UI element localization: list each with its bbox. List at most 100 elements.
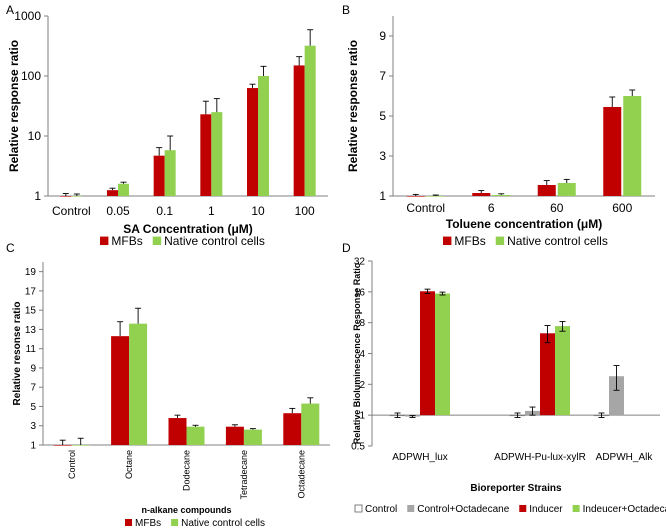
x-category-label: Octane (124, 450, 134, 479)
bar-mfbs (603, 107, 622, 196)
x-axis-title: Bioreporter Strains (470, 483, 562, 494)
bar-native-control-cells (304, 45, 316, 196)
x-category-label: ADPWH_Alk (596, 452, 654, 463)
panel-letter-b: B (342, 3, 350, 17)
y-tick-label: 1 (359, 411, 365, 422)
bar-mfbs (111, 336, 130, 445)
x-category-label: 100 (295, 204, 315, 218)
bar-indeucer-octadecane (555, 326, 570, 416)
legend-swatch (152, 236, 162, 245)
x-category-label: Tetradecane (239, 450, 249, 500)
bar-mfbs (60, 196, 72, 197)
bar-native-control-cells (118, 183, 129, 196)
y-tick-label: 2 (359, 380, 365, 391)
y-tick-label: 9 (30, 363, 36, 374)
bar-mfbs (283, 413, 302, 445)
legend-swatch (354, 504, 363, 513)
x-category-label: ADPWH-Pu-lux-xylR (494, 452, 586, 463)
y-tick-label: 0.5 (351, 442, 365, 453)
legend-swatch (519, 505, 527, 512)
bar-mfbs (200, 114, 212, 196)
legend-label: MFBs (454, 234, 485, 248)
x-category-label: 6 (488, 201, 495, 215)
y-tick-label: 1 (30, 441, 36, 452)
legend-swatch (495, 236, 505, 245)
bar-mfbs (537, 185, 556, 196)
bar-inducer (420, 291, 435, 416)
y-tick-label: 1 (379, 189, 386, 203)
legend-swatch (443, 236, 452, 245)
y-tick-label: 10 (28, 129, 42, 143)
bar-mfbs (293, 65, 305, 196)
x-category-label: 600 (612, 201, 632, 215)
y-tick-label: 1000 (14, 9, 41, 23)
x-category-label: ADPWH_lux (392, 452, 448, 463)
y-tick-label: 9 (379, 29, 386, 43)
x-category-label: Control (67, 450, 77, 479)
y-tick-label: 7 (30, 383, 36, 394)
legend-swatch (407, 505, 415, 512)
bar-mfbs (153, 155, 165, 196)
legend-swatch (125, 519, 132, 526)
y-tick-label: 8 (359, 318, 365, 329)
y-tick-label: 4 (359, 349, 365, 360)
bar-inducer (540, 333, 555, 416)
bar-native-control-cells (186, 426, 205, 445)
bar-mfbs (168, 418, 187, 445)
legend-swatch (100, 236, 109, 245)
x-category-label: 10 (251, 204, 265, 218)
y-axis-title: Relative Bioluminescence Response Ratio (352, 262, 362, 444)
bar-native-control-cells (258, 76, 269, 196)
legend-label: Inducer (529, 504, 563, 515)
x-axis-title: Toluene concentration (μM) (446, 217, 602, 231)
y-tick-label: 11 (26, 344, 37, 355)
panel-b-chart: 1 3 5 7 9 Control 6 60 600 Relative response rati… (346, 16, 655, 248)
bar-native-control-cells (211, 112, 223, 196)
legend-swatch (171, 519, 179, 526)
bar-native-control-cells (301, 403, 320, 445)
x-axis-title: SA Concentration (μM) (123, 222, 253, 236)
bar-mfbs (247, 88, 258, 196)
bar-native-control-cells (243, 429, 262, 445)
y-tick-label: 1 (34, 189, 41, 203)
panel-d-chart: 0.5 1 2 4 8 16 32 ADPWH_lux ADPWH-Pu-lux-xylR ADP… (351, 257, 666, 516)
bar-native-control-cells (71, 196, 83, 197)
panel-letter-a: A (6, 3, 14, 17)
bar-mfbs (53, 445, 72, 446)
y-axis-title: Relative response ratio (7, 40, 21, 172)
panel-letter-d: D (342, 241, 351, 255)
y-tick-label: 32 (354, 257, 366, 268)
x-category-label: Octadecane (296, 450, 306, 499)
y-tick-label: 16 (354, 287, 366, 298)
bar-mfbs (472, 193, 491, 196)
bar-native-control-cells (426, 196, 445, 197)
y-tick-label: 13 (25, 325, 37, 336)
legend-label: MFBs (135, 518, 161, 529)
y-tick-label: 5 (379, 109, 386, 123)
bar-mfbs (107, 190, 118, 196)
legend-label: Native control cells (164, 234, 265, 248)
legend-swatch (572, 505, 580, 512)
bar-native-control-cells (557, 183, 576, 196)
y-tick-label: 19 (25, 267, 37, 278)
x-category-label: 0.1 (156, 204, 173, 218)
y-tick-label: 15 (25, 306, 37, 317)
y-axis-title: Relative response ratio (346, 40, 360, 172)
legend-label: Control (365, 504, 397, 515)
y-axis-title: Relative resonse ratio (12, 302, 23, 406)
bar-indeucer-octadecane (435, 293, 450, 416)
x-axis-title: n-alkane compounds (141, 505, 231, 515)
x-category-label: Control (406, 201, 445, 215)
legend-label: MFBs (111, 234, 142, 248)
bar-mfbs (406, 196, 425, 197)
y-tick-label: 3 (30, 421, 36, 432)
bar-native-control-cells (623, 96, 642, 196)
y-tick-label: 7 (379, 69, 386, 83)
x-category-label: Control (52, 204, 91, 218)
y-tick-label: 17 (25, 286, 37, 297)
x-category-label: 0.05 (106, 204, 130, 218)
bar-native-control-cells (71, 445, 90, 446)
y-tick-label: 100 (21, 69, 41, 83)
